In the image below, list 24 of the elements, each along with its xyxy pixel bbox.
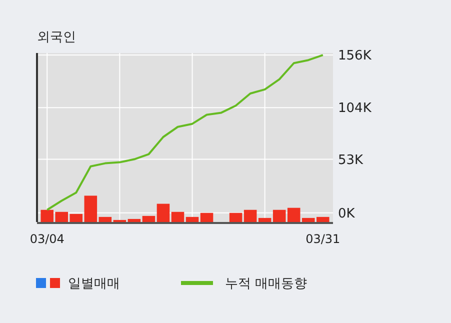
y-tick-label: 0K	[338, 206, 356, 222]
bar	[186, 216, 199, 222]
y-tick-label: 53K	[338, 152, 364, 168]
bar	[258, 218, 272, 222]
bar	[244, 210, 257, 222]
bar	[229, 212, 242, 222]
line-series	[46, 54, 324, 211]
bar	[98, 216, 112, 222]
x-tick-label: 03/04	[30, 232, 64, 246]
bar	[128, 218, 141, 222]
y-tick-label: 156K	[338, 48, 372, 64]
bar	[156, 204, 170, 222]
bar	[272, 210, 286, 222]
bar	[70, 214, 83, 222]
bar	[171, 212, 184, 222]
y-tick-label: 104K	[338, 101, 372, 116]
bar	[287, 208, 300, 222]
bar	[84, 196, 98, 222]
legend-label: 일별매매	[68, 276, 120, 292]
x-tick-label: 03/31	[306, 232, 340, 246]
chart-title: 외국인	[37, 30, 76, 45]
legend-label: 누적 매매동향	[225, 276, 308, 292]
bar	[200, 212, 214, 222]
bar	[142, 216, 156, 222]
